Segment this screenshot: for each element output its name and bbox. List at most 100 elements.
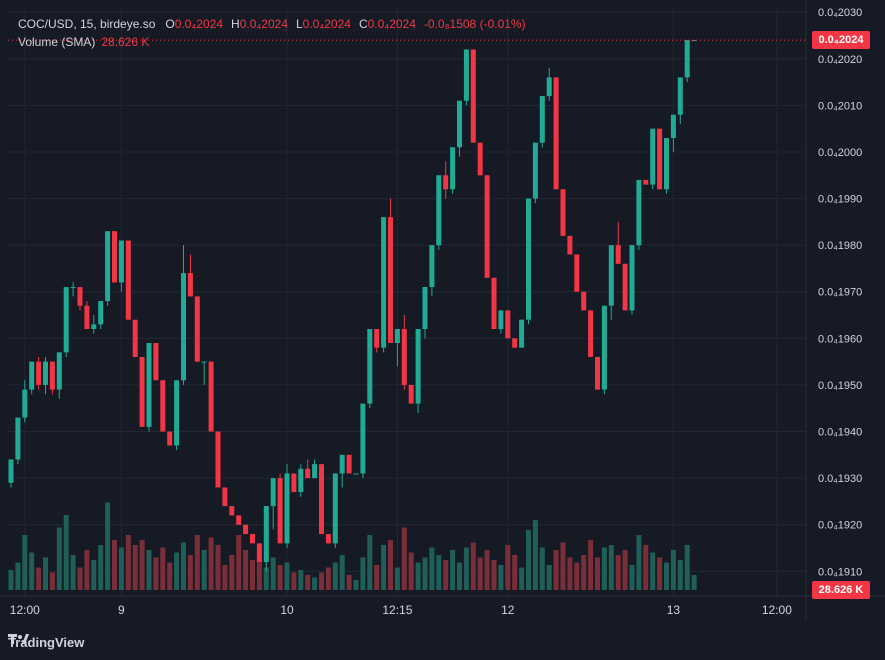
candle-body xyxy=(139,356,145,427)
volume-bar xyxy=(477,557,483,590)
x-tick-label: 12 xyxy=(501,603,515,617)
candle-body xyxy=(394,329,400,344)
volume-bar xyxy=(670,550,676,590)
volume-bar xyxy=(505,545,511,590)
candle-body xyxy=(505,310,511,339)
candle-body xyxy=(374,329,380,348)
volume-bar xyxy=(319,572,324,590)
candle-body xyxy=(526,198,531,320)
candle-body xyxy=(63,287,69,353)
volume-bar xyxy=(125,535,131,590)
candle-body xyxy=(98,301,104,325)
candle-body xyxy=(153,343,159,381)
candle-body xyxy=(539,96,545,143)
volume-bar xyxy=(615,555,621,590)
volume-bar xyxy=(284,562,290,590)
candle-body xyxy=(498,310,504,330)
volume-bar xyxy=(657,557,663,590)
volume-bar xyxy=(643,545,649,590)
x-tick-label: 12:00 xyxy=(762,603,792,617)
candle-body xyxy=(677,77,683,115)
candle-body xyxy=(43,361,48,385)
high-value: 0.0₄2024 xyxy=(239,17,288,31)
volume-bar xyxy=(519,567,525,590)
candle-body xyxy=(118,240,124,283)
candle-body xyxy=(167,431,173,446)
y-tick-label: 0.0₄1970 xyxy=(818,287,862,299)
volume-bar xyxy=(346,575,352,590)
candle-body xyxy=(312,464,318,479)
volume-bar xyxy=(146,550,152,590)
symbol-label: COC/USD, 15, birdeye.so xyxy=(18,17,156,31)
high-label: H xyxy=(231,17,240,31)
volume-bar xyxy=(629,565,635,590)
candle-body xyxy=(339,454,345,474)
candle-body xyxy=(408,384,414,404)
volume-bar xyxy=(229,555,235,590)
volume-bar xyxy=(450,550,456,590)
candle-body xyxy=(601,305,607,390)
candle-body xyxy=(691,40,697,42)
candle-body xyxy=(15,417,21,460)
close-value: 0.0₄2024 xyxy=(367,17,416,31)
candle-body xyxy=(353,473,359,475)
candle-body xyxy=(291,473,297,493)
candle-body xyxy=(77,287,83,306)
low-label: L xyxy=(295,17,303,31)
volume-bar xyxy=(43,557,48,590)
candle-body xyxy=(608,245,614,306)
candle-body xyxy=(415,329,421,404)
candle-body xyxy=(298,468,304,493)
volume-bar xyxy=(608,545,614,590)
candle-body xyxy=(684,40,690,78)
candle-body xyxy=(346,454,352,474)
candle-body xyxy=(401,329,407,385)
volume-bar xyxy=(70,555,76,590)
volume-bar xyxy=(167,562,173,590)
volume-bar xyxy=(263,567,269,590)
x-tick-label: 9 xyxy=(118,603,125,617)
volume-bar xyxy=(422,557,428,590)
y-tick-label: 0.0₄2020 xyxy=(818,54,862,66)
volume-bar xyxy=(77,567,83,590)
x-tick-label: 12:00 xyxy=(10,603,40,617)
candle-body xyxy=(22,389,28,418)
volume-bar xyxy=(291,572,297,590)
candle-body xyxy=(553,77,559,190)
volume-bar xyxy=(463,547,469,590)
volume-bar xyxy=(470,542,476,590)
candle-body xyxy=(132,319,138,357)
candle-body xyxy=(208,361,214,432)
candle-body xyxy=(422,287,428,330)
candle-body xyxy=(56,352,62,390)
candle-body xyxy=(29,361,35,390)
candle-body xyxy=(429,245,435,288)
candle-body xyxy=(36,361,42,385)
candle-body xyxy=(277,478,283,544)
volume-bar xyxy=(498,565,504,590)
candle-body xyxy=(49,361,55,390)
volume-bar xyxy=(181,542,186,590)
candle-body xyxy=(229,506,235,516)
candle-body xyxy=(367,329,373,404)
volume-bar xyxy=(677,560,683,590)
candle-body xyxy=(70,287,76,289)
volume-bar xyxy=(601,547,607,590)
candle-body xyxy=(284,473,290,544)
candle-body xyxy=(305,468,311,479)
candle-body xyxy=(360,403,366,474)
volume-bar xyxy=(208,537,214,590)
volume-bar xyxy=(394,567,400,590)
volume-bar xyxy=(567,557,573,590)
candle-body xyxy=(160,380,166,432)
volume-bar xyxy=(215,545,221,590)
candle-body xyxy=(595,356,600,390)
volume-bar xyxy=(374,565,380,590)
volume-bar xyxy=(381,545,387,590)
tradingview-branding[interactable]: TradingView xyxy=(8,632,84,652)
volume-bar xyxy=(429,547,435,590)
candle-body xyxy=(615,245,621,264)
candle-body xyxy=(112,231,117,283)
